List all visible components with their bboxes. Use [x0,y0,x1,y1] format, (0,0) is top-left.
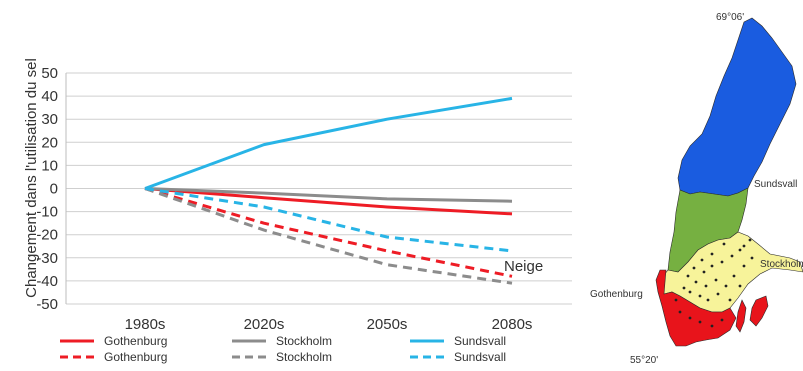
y-tick-label: 30 [41,111,58,128]
station-dot [674,298,678,302]
station-dot [728,298,732,302]
y-tick-label: 20 [41,134,58,151]
station-dot [702,270,706,274]
station-dot [678,310,682,314]
legend-label: Stockholm [276,334,332,348]
station-dot [722,242,726,246]
station-dot [706,298,710,302]
legend-label: Sundsvall [454,334,506,348]
station-dot [698,294,702,298]
station-dot [710,324,714,328]
y-tick-label: -30 [36,250,58,267]
station-dot [710,264,714,268]
station-dot [724,284,728,288]
y-tick-labels: 50 40 30 20 10 0 -10 -20 -30 -40 -50 [36,65,58,313]
y-tick-label: 10 [41,157,58,174]
station-dot [716,292,720,296]
station-dot [742,244,746,248]
series-line [144,187,513,285]
series-line [144,96,513,190]
legend-label: Gothenburg [104,334,167,348]
station-dot [742,264,746,268]
station-dot [730,254,734,258]
x-tick-label: 1980s [125,316,166,333]
grid [65,72,572,305]
x-tick-labels: 1980s 2020s 2050s 2080s [125,316,533,333]
station-dot [686,274,690,278]
station-dot [710,252,714,256]
map-region-north [677,17,797,197]
station-dot [688,290,692,294]
series-lines [144,96,513,285]
y-tick-label: -50 [36,296,58,313]
legend-label: Sundsvall [454,350,506,364]
station-dot [700,258,704,262]
station-dot [682,286,686,290]
map-island-oland [735,299,747,333]
station-dot [688,316,692,320]
station-dots [674,238,754,328]
legend: Gothenburg Stockholm Sundsvall Gothenburg St… [60,334,506,364]
series-line [144,187,513,203]
x-tick-label: 2020s [244,316,285,333]
station-dot [738,248,742,252]
map-label-sundsvall: Sundsvall [754,179,797,190]
y-tick-label: -10 [36,204,58,221]
map-lat-bottom: 55°20' [630,355,658,366]
series-line [144,187,513,278]
salt-usage-chart: 50 40 30 20 10 0 -10 -20 -30 -40 -50 1980s 2020s 205… [23,58,572,364]
station-dot [750,256,754,260]
x-tick-label: 2050s [367,316,408,333]
station-dot [748,238,752,242]
station-dot [720,260,724,264]
station-dot [698,320,702,324]
map-island-gotland [749,295,769,327]
station-dot [714,278,718,282]
map-region-southern-tip [655,269,737,347]
map-label-stockholm: Stockholm [760,259,803,270]
y-tick-label: 50 [41,65,58,82]
y-axis-label: Changement dans l'utilisation du sel [23,58,40,298]
map-label-gothenburg: Gothenburg [590,289,643,300]
y-tick-label: -20 [36,227,58,244]
station-dot [738,284,742,288]
station-dot [732,274,736,278]
sweden-map: 69°06' 55°20' Sundsvall Stockholm Gothen… [590,12,803,366]
legend-label: Stockholm [276,350,332,364]
station-dot [720,318,724,322]
y-tick-label: -40 [36,273,58,290]
x-tick-label: 2080s [492,316,533,333]
series-line [144,187,513,253]
y-tick-label: 40 [41,88,58,105]
station-dot [694,280,698,284]
station-dot [704,284,708,288]
y-tick-label: 0 [50,181,58,198]
annotation-neige: Neige [504,258,543,275]
series-line [144,187,513,216]
station-dot [692,266,696,270]
map-lat-top: 69°06' [716,12,744,23]
legend-label: Gothenburg [104,350,167,364]
